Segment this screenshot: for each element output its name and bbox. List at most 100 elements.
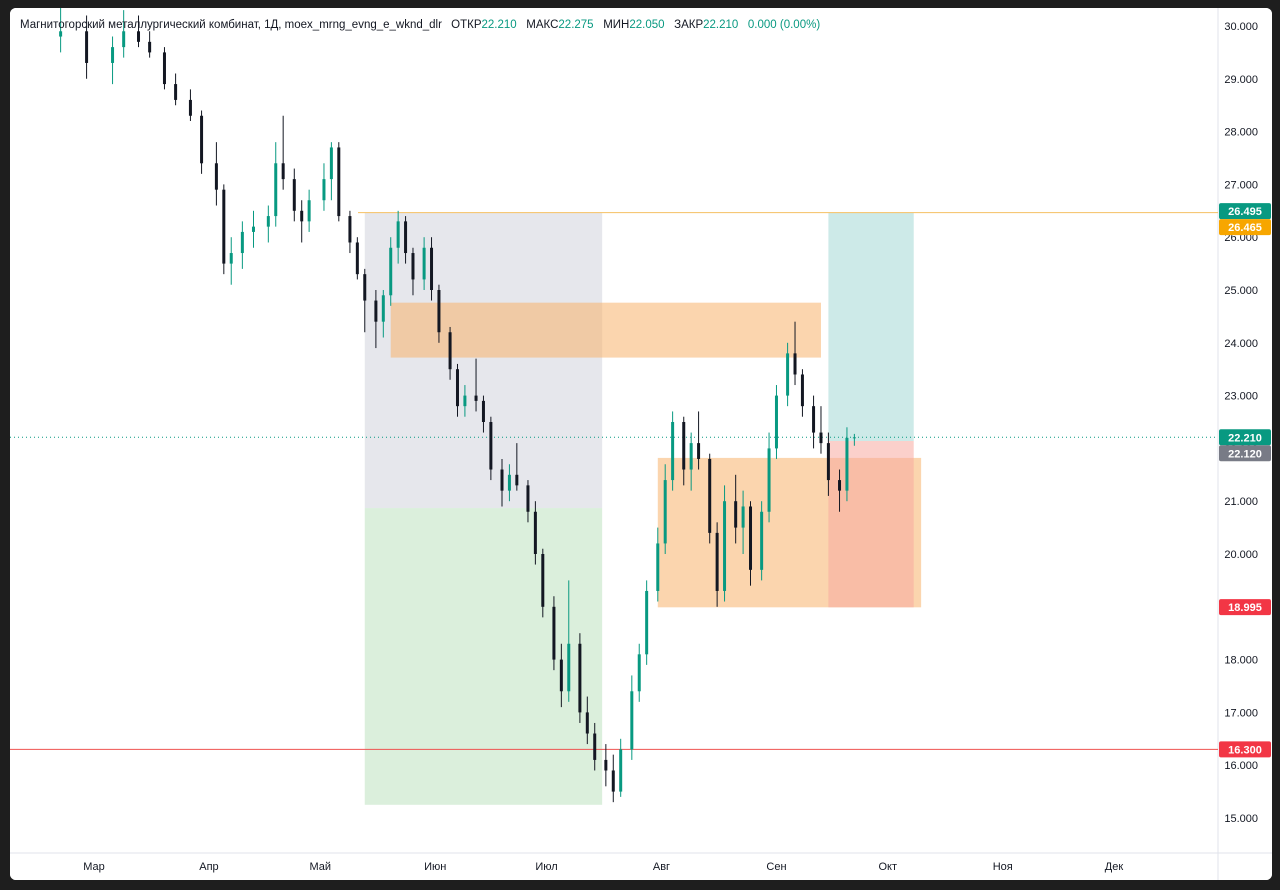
x-tick-label: Мар: [83, 861, 105, 873]
x-tick-label: Апр: [199, 861, 218, 873]
candle-body: [845, 437, 849, 491]
candle-body: [611, 770, 615, 792]
x-tick-label: Май: [309, 861, 331, 873]
y-tick-label: 20.000: [1224, 549, 1258, 561]
y-tick-label: 18.000: [1224, 655, 1258, 667]
candle-body: [162, 52, 166, 85]
candle-body: [396, 221, 400, 248]
candle-body: [760, 511, 764, 570]
gray-zone: [364, 212, 603, 509]
candle-body: [826, 443, 830, 481]
price-chart[interactable]: 30.000 29.000 28.000 27.000 26.000 25.000 24.0…: [10, 8, 1272, 880]
legend-change: 0.000 (0.00%): [747, 19, 821, 31]
y-tick-label: 26.000: [1224, 232, 1258, 244]
candle-body: [767, 448, 771, 512]
candle-body: [749, 506, 753, 570]
candle-body: [355, 242, 359, 275]
legend-high-value: 22.275: [558, 19, 594, 31]
orange-band: [390, 302, 821, 358]
candle-body: [812, 406, 816, 433]
candle-body: [281, 163, 285, 180]
price-tag-label: 16.300: [1228, 744, 1262, 756]
candle-body: [292, 179, 296, 211]
legend-high-label: МАКС: [526, 19, 559, 31]
legend-open-value: 22.210: [481, 19, 517, 31]
candle-body: [800, 374, 804, 407]
x-tick-label: Ноя: [993, 861, 1013, 873]
y-tick-label: 29.000: [1224, 74, 1258, 86]
legend-low-value: 22.050: [629, 19, 665, 31]
candle-body: [329, 147, 333, 180]
candle-body: [689, 443, 693, 470]
candle-body: [567, 643, 571, 692]
candle-body: [389, 247, 393, 296]
price-tag-label: 18.995: [1228, 602, 1262, 614]
candle-body: [526, 485, 530, 512]
legend: Магнитогорский металлургический комбинат…: [20, 19, 820, 31]
chart-panel[interactable]: 30.000 29.000 28.000 27.000 26.000 25.000 24.0…: [10, 8, 1272, 880]
x-tick-label: Июл: [535, 861, 557, 873]
candle-body: [214, 163, 218, 190]
candle-body: [122, 31, 126, 48]
price-tag-bg: [1219, 429, 1271, 446]
candle-body: [111, 47, 115, 63]
candle-body: [671, 422, 675, 481]
candle-body: [363, 274, 367, 301]
candle-body: [307, 200, 311, 222]
candle-body: [697, 443, 701, 459]
candle-body: [381, 295, 385, 322]
y-tick-label: 16.000: [1224, 760, 1258, 772]
plot-background: [10, 8, 1272, 880]
candle-body: [786, 353, 790, 396]
candle-body: [559, 659, 563, 692]
candle-body: [422, 247, 426, 280]
y-tick-label: 17.000: [1224, 707, 1258, 719]
candle-body: [515, 474, 519, 486]
x-tick-label: Авг: [653, 861, 670, 873]
candle-body: [200, 115, 204, 164]
green-zone: [364, 508, 603, 805]
y-tick-label: 28.000: [1224, 127, 1258, 139]
y-tick-label: 23.000: [1224, 391, 1258, 403]
candle-body: [619, 749, 623, 792]
candle-body: [448, 332, 452, 370]
candle-body: [374, 300, 378, 322]
candle-body: [463, 395, 467, 407]
y-tick-label: 15.000: [1224, 813, 1258, 825]
candle-body: [148, 41, 152, 53]
candle-body: [637, 654, 641, 692]
candle-body: [489, 422, 493, 470]
candle-body: [474, 395, 478, 401]
candle-body: [251, 226, 255, 232]
candle-body: [59, 31, 63, 37]
candle-body: [774, 395, 778, 449]
legend-open-label: ОТКР: [451, 19, 482, 31]
candle-body: [593, 733, 597, 760]
candle-body: [274, 163, 278, 217]
candle-body: [708, 458, 712, 533]
candle-body: [411, 253, 415, 280]
candle-body: [500, 469, 504, 491]
candle-body: [85, 31, 89, 63]
candle-body: [455, 369, 459, 407]
candle-body: [188, 99, 192, 116]
y-tick-label: 27.000: [1224, 179, 1258, 191]
candle-body: [229, 253, 233, 264]
price-tag-label: 26.465: [1228, 222, 1262, 234]
candle-body: [430, 247, 434, 290]
y-tick-label: 25.000: [1224, 285, 1258, 297]
price-tag-bg: [1219, 445, 1271, 462]
price-tag-label: 26.495: [1228, 206, 1262, 218]
candle-body: [300, 210, 304, 222]
candle-body: [437, 290, 441, 333]
candle-body: [348, 216, 352, 243]
candle-body: [174, 84, 178, 100]
candle-body: [645, 590, 649, 655]
candle-body: [656, 543, 660, 591]
candle-body: [507, 474, 511, 491]
candle-body: [630, 691, 634, 750]
candle-body: [741, 506, 745, 528]
candle-body: [222, 189, 226, 264]
price-tag-label: 22.120: [1228, 448, 1262, 460]
